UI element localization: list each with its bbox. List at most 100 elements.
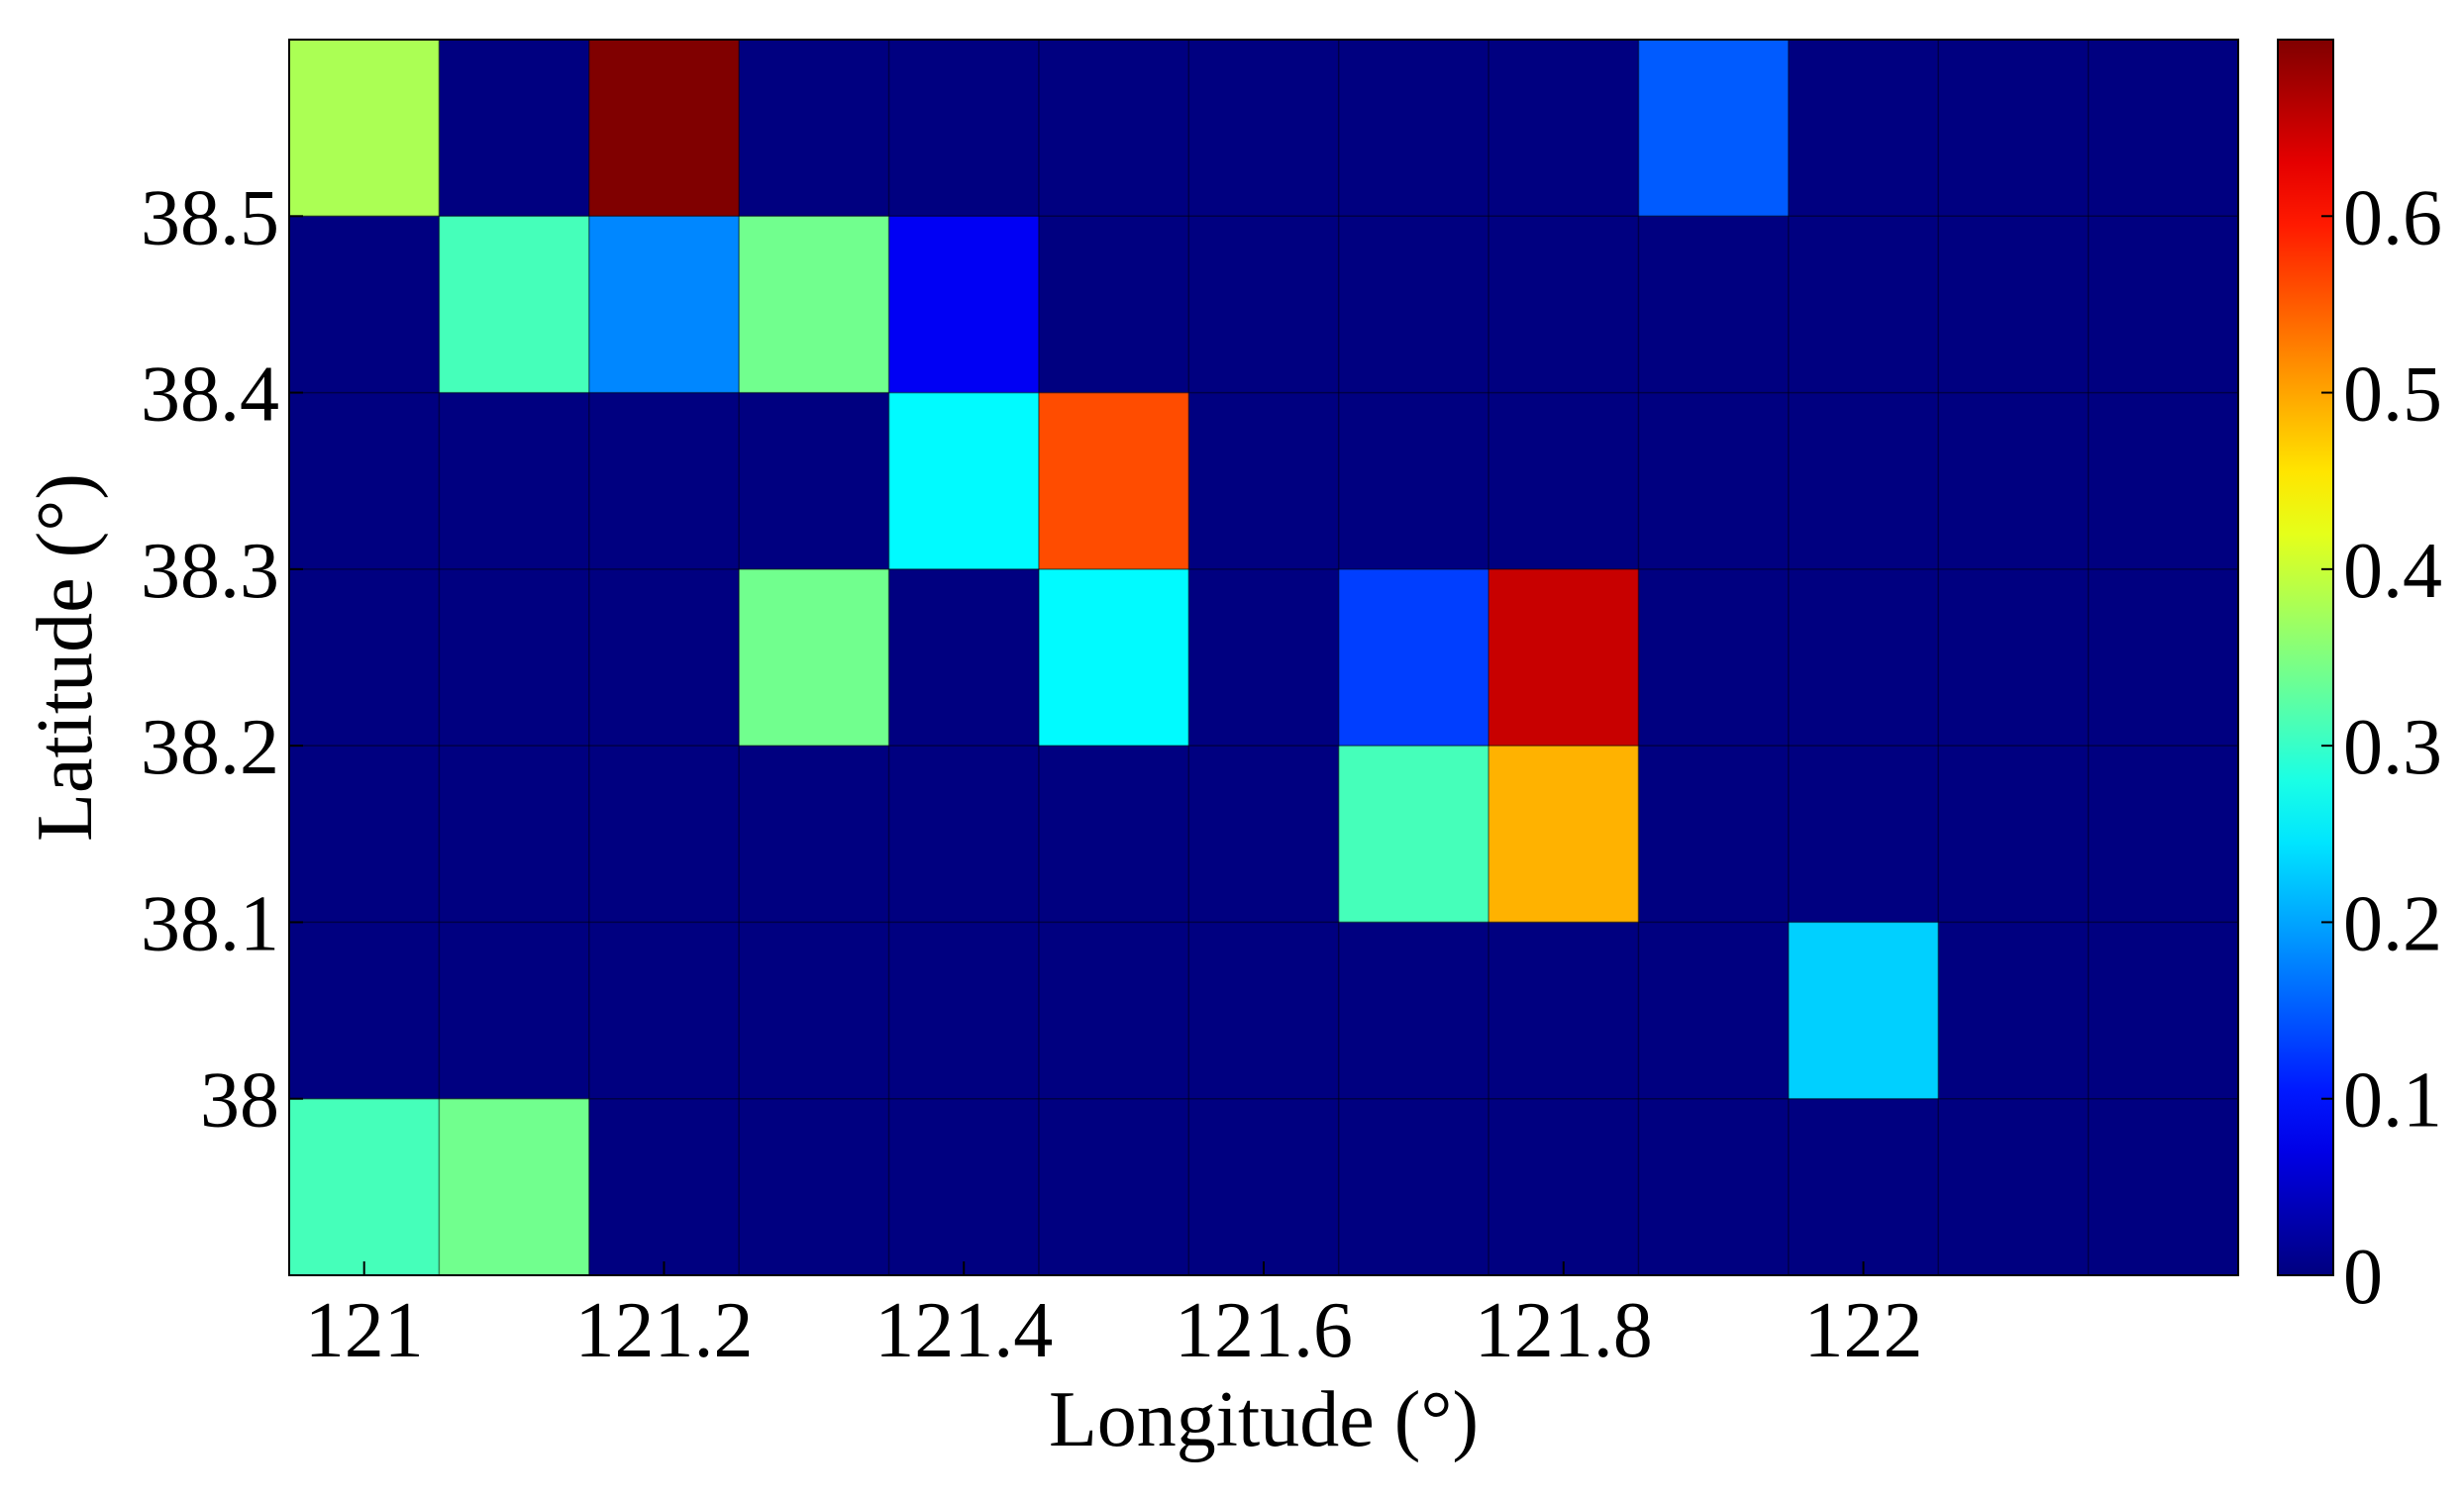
colorbar-tick-label: 0: [2343, 1234, 2383, 1321]
heatmap-cell: [888, 1098, 1040, 1276]
colorbar-tick-label: 0.5: [2343, 351, 2442, 439]
heatmap-cell: [1338, 1098, 1489, 1276]
heatmap-cell: [739, 392, 890, 570]
heatmap-cell: [888, 216, 1040, 394]
x-tick-label: 121: [305, 1287, 424, 1374]
heatmap-cell: [289, 1098, 440, 1276]
heatmap-cell: [1188, 568, 1340, 747]
x-tick-label: 121.6: [1175, 1287, 1353, 1374]
heatmap-cell: [1038, 1098, 1189, 1276]
heatmap-cells: [289, 40, 2239, 1276]
heatmap-cell: [439, 1098, 590, 1276]
heatmap-cell: [1188, 746, 1340, 923]
heatmap-cell: [2088, 40, 2239, 217]
heatmap-cell: [439, 216, 590, 394]
y-axis-ticks: 38 38.1 38.2 38.3 38.4 38.5: [141, 174, 303, 1145]
colorbar-tick-label: 0.3: [2343, 704, 2442, 791]
heatmap-cell: [1638, 216, 1790, 394]
heatmap-cell: [888, 40, 1040, 217]
heatmap-cell: [2088, 1098, 2239, 1276]
heatmap-cell: [1338, 216, 1489, 394]
heatmap-cell: [1788, 568, 1939, 747]
heatmap-cell: [1489, 922, 1639, 1100]
heatmap-cell: [1638, 40, 1790, 217]
heatmap-cell: [1638, 922, 1790, 1100]
heatmap-cell: [289, 392, 440, 570]
heatmap-cell: [1338, 746, 1489, 923]
y-tick-label: 38: [200, 1057, 279, 1145]
heatmap-cell: [1788, 40, 1939, 217]
x-axis-label: Longitude (°): [1049, 1376, 1479, 1463]
heatmap-cell: [588, 922, 740, 1100]
heatmap-cell: [1338, 568, 1489, 747]
heatmap-cell: [739, 40, 890, 217]
heatmap-cell: [439, 40, 590, 217]
heatmap-cell: [1489, 746, 1639, 923]
x-tick-label: 121.2: [574, 1287, 753, 1374]
colorbar-tick-label: 0.2: [2343, 880, 2442, 967]
colorbar-tick-label: 0.1: [2343, 1057, 2442, 1145]
heatmap-cell: [588, 392, 740, 570]
heatmap-cell: [289, 922, 440, 1100]
heatmap-cell: [1338, 922, 1489, 1100]
heatmap-cell: [739, 746, 890, 923]
heatmap-cell: [1038, 746, 1189, 923]
heatmap-cell: [439, 746, 590, 923]
heatmap-cell: [1038, 216, 1189, 394]
heatmap-cell: [1938, 40, 2090, 217]
heatmap-cell: [1338, 392, 1489, 570]
heatmap-cell: [1188, 40, 1340, 217]
heatmap-cell: [1188, 216, 1340, 394]
x-axis-ticks: 121 121.2 121.4 121.6 121.8 122: [305, 1261, 1923, 1374]
heatmap-cell: [1038, 568, 1189, 747]
heatmap-cell: [1188, 1098, 1340, 1276]
heatmap-cell: [1938, 568, 2090, 747]
y-tick-label: 38.2: [141, 704, 279, 791]
colorbar-tick-label: 0.4: [2343, 528, 2442, 615]
heatmap-cell: [2088, 392, 2239, 570]
heatmap-cell: [289, 746, 440, 923]
heatmap-cell: [588, 40, 740, 217]
heatmap-cell: [289, 568, 440, 747]
heatmap-cell: [1038, 40, 1189, 217]
heatmap-cell: [2088, 746, 2239, 923]
heatmap-cell: [1638, 746, 1790, 923]
heatmap-cell: [1338, 40, 1489, 217]
heatmap-cell: [888, 568, 1040, 747]
heatmap-cell: [739, 1098, 890, 1276]
grid-lines: [289, 40, 2238, 1275]
heatmap-cell: [888, 922, 1040, 1100]
heatmap-cell: [1938, 746, 2090, 923]
y-axis-label: Latitude (°): [22, 473, 109, 842]
heatmap-cell: [1489, 40, 1639, 217]
heatmap-cell: [1788, 392, 1939, 570]
heatmap-cell: [739, 568, 890, 747]
heatmap-cell: [1788, 746, 1939, 923]
heatmap-cell: [439, 922, 590, 1100]
heatmap-cell: [888, 746, 1040, 923]
heatmap-cell: [739, 922, 890, 1100]
heatmap-cell: [1638, 568, 1790, 747]
heatmap-cell: [1489, 392, 1639, 570]
heatmap-cell: [588, 746, 740, 923]
heatmap-cell: [1489, 216, 1639, 394]
heatmap-cell: [439, 392, 590, 570]
heatmap-cell: [2088, 922, 2239, 1100]
x-tick-label: 122: [1804, 1287, 1923, 1374]
heatmap-cell: [1038, 392, 1189, 570]
heatmap-cell: [588, 216, 740, 394]
heatmap-cell: [588, 568, 740, 747]
heatmap-cell: [1188, 922, 1340, 1100]
heatmap-cell: [739, 216, 890, 394]
heatmap-cell: [289, 216, 440, 394]
x-tick-label: 121.8: [1475, 1287, 1653, 1374]
y-tick-label: 38.1: [141, 880, 279, 967]
heatmap-cell: [1938, 1098, 2090, 1276]
heatmap-cell: [2088, 216, 2239, 394]
heatmap-cell: [1188, 392, 1340, 570]
heatmap-cell: [1638, 392, 1790, 570]
x-tick-label: 121.4: [874, 1287, 1053, 1374]
heatmap-cell: [1788, 1098, 1939, 1276]
colorbar: [2277, 39, 2334, 1276]
